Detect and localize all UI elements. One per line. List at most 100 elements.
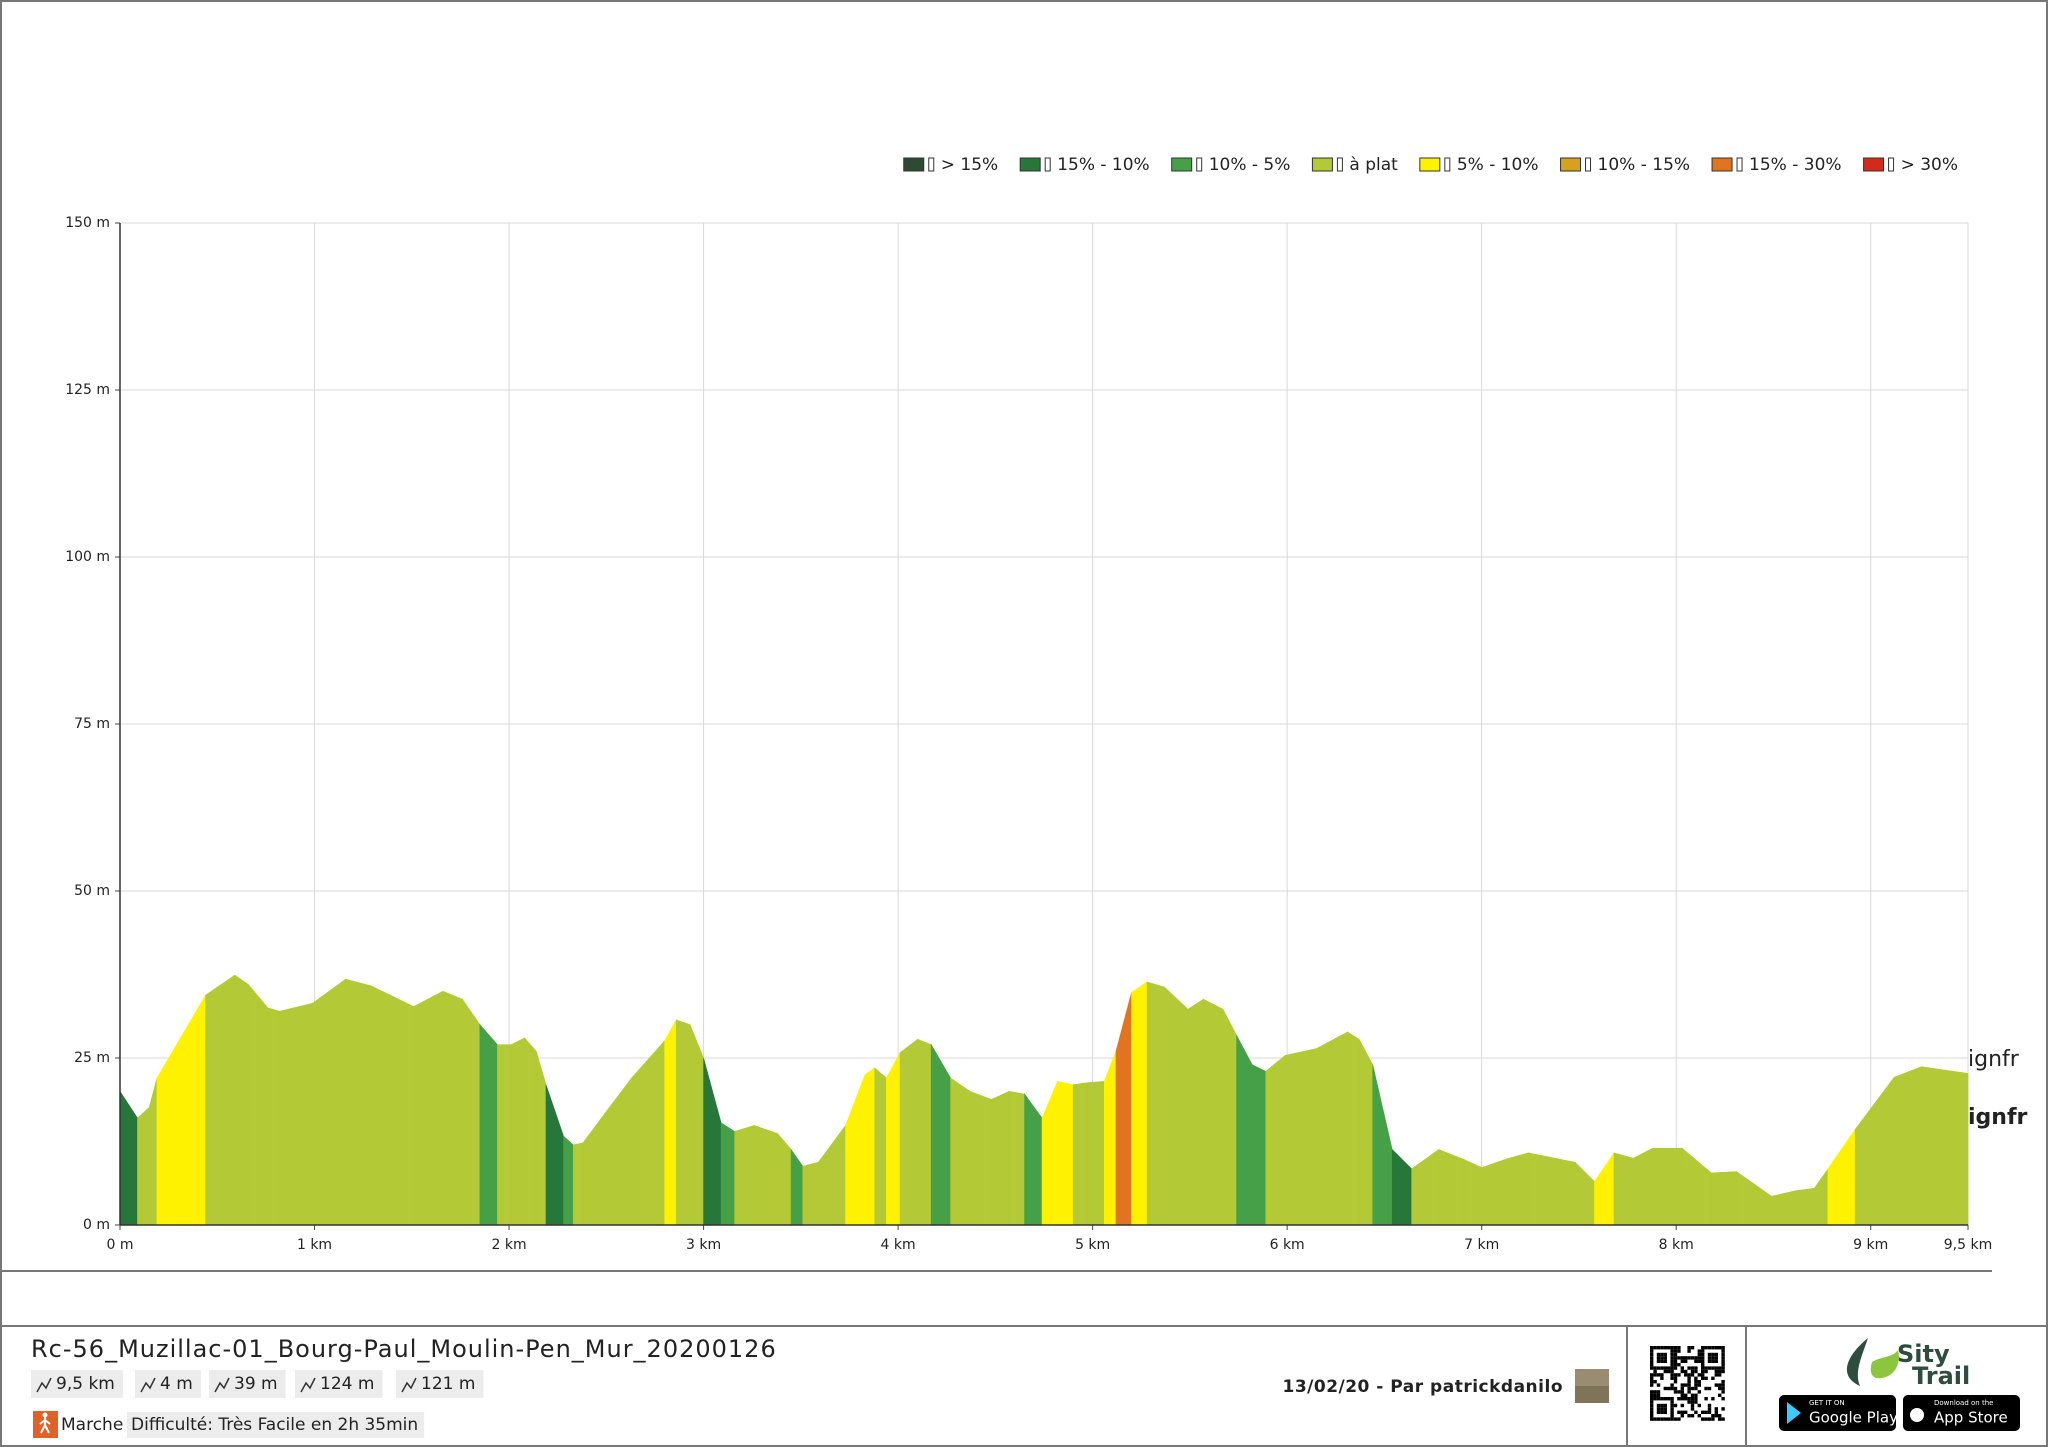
legend-glyph: [1044, 157, 1051, 172]
profile-segment: [442, 990, 463, 1226]
profile-segment: [1057, 1081, 1074, 1226]
qr-cell: [1711, 1366, 1715, 1370]
qr-cell: [1718, 1346, 1722, 1350]
qr-cell: [1721, 1346, 1725, 1350]
profile-segment: [1736, 1170, 1772, 1226]
google-play-badge[interactable]: [1779, 1395, 1896, 1431]
qr-cell: [1656, 1366, 1661, 1370]
legend-label: 10% - 5%: [1209, 155, 1291, 175]
profile-segment: [753, 1125, 778, 1226]
play-icon: [1787, 1402, 1801, 1424]
qr-cell: [1656, 1373, 1661, 1377]
y-tick-label: 150 m: [65, 215, 110, 231]
qr-cell: [1690, 1397, 1695, 1401]
legend-glyph: [1196, 157, 1203, 172]
stat-box: [209, 1370, 286, 1398]
qr-cell: [1690, 1366, 1695, 1370]
qr-cell: [1650, 1349, 1654, 1353]
qr-cell: [1697, 1390, 1701, 1394]
qr-cell: [1701, 1356, 1705, 1360]
qr-cell: [1714, 1414, 1718, 1418]
qr-cell: [1673, 1417, 1678, 1421]
profile-segment: [1613, 1152, 1634, 1226]
qr-cell: [1687, 1356, 1691, 1360]
qr-cell: [1690, 1373, 1695, 1377]
qr-cell: [1707, 1410, 1712, 1414]
qr-cell: [1670, 1349, 1674, 1353]
profile-segment: [1827, 1128, 1856, 1226]
qr-cell: [1687, 1366, 1691, 1370]
stat-icon: [36, 1377, 52, 1393]
qr-cell: [1704, 1410, 1708, 1414]
qr-cell: [1684, 1356, 1688, 1360]
profile-segment: [991, 1090, 1010, 1226]
stat-value: 4 m: [160, 1374, 193, 1394]
y-tick-label: 125 m: [65, 382, 110, 398]
legend-label: > 30%: [1901, 155, 1958, 175]
qr-cell: [1670, 1369, 1674, 1374]
qr-cell: [1677, 1363, 1681, 1367]
qr-cell: [1711, 1346, 1715, 1350]
walker: [42, 1412, 48, 1418]
qr-cell: [1650, 1410, 1654, 1414]
qr-cell: [1704, 1376, 1708, 1380]
qr-cell: [1718, 1393, 1722, 1397]
qr-cell: [1721, 1417, 1725, 1421]
qr-cell: [1704, 1346, 1708, 1350]
qr-cell: [1721, 1356, 1725, 1360]
legend: > 15% 15% - 10% 10% - 5% à plat 5% - 10% 10% …: [903, 155, 1958, 175]
profile-segment: [1771, 1190, 1796, 1226]
qr-cell: [1711, 1356, 1715, 1360]
profile-segment: [510, 1037, 525, 1226]
legend-glyph: [1888, 157, 1895, 172]
qr-cell: [1694, 1383, 1698, 1387]
apple-icon: [1910, 1408, 1924, 1422]
qr-cell: [1677, 1356, 1681, 1360]
legend-glyph: [1585, 157, 1592, 172]
app-store-badge[interactable]: [1903, 1395, 2020, 1431]
profile-segment: [1072, 1082, 1088, 1226]
qr-cell: [1673, 1359, 1678, 1363]
y-tick-label: 25 m: [74, 1050, 110, 1066]
qr-cell: [1660, 1356, 1664, 1360]
qr-cell: [1704, 1366, 1708, 1370]
profile-segment: [479, 1023, 498, 1226]
qr-cell: [1694, 1359, 1698, 1363]
qr-cell: [1711, 1397, 1715, 1401]
qr-cell: [1663, 1352, 1667, 1357]
profile-segment: [1086, 1081, 1105, 1226]
qr-cell: [1660, 1366, 1664, 1370]
qr-cell: [1721, 1386, 1725, 1391]
profile-segment: [1391, 1148, 1412, 1226]
profile-segment: [1633, 1147, 1654, 1226]
stat-value: 9,5 km: [56, 1374, 115, 1394]
profile-segment: [1008, 1091, 1025, 1226]
qr-cell: [1707, 1356, 1712, 1360]
qr-cell: [1650, 1373, 1654, 1377]
qr-cell: [1701, 1352, 1705, 1357]
qr-cell: [1663, 1403, 1667, 1408]
qr-cell: [1704, 1369, 1708, 1374]
profile-segment: [545, 1084, 564, 1226]
qr-cell: [1684, 1410, 1688, 1414]
logo-drop: [1846, 1338, 1868, 1386]
qr-cell: [1670, 1417, 1674, 1421]
qr-cell: [1656, 1356, 1661, 1360]
qr-cell: [1653, 1373, 1657, 1377]
legend-swatch: [1711, 157, 1733, 172]
x-tick-label: 8 km: [1659, 1237, 1694, 1253]
qr-cell: [1694, 1386, 1698, 1391]
qr-cell: [1701, 1359, 1705, 1363]
qr-cell: [1656, 1407, 1661, 1411]
qr-cell: [1718, 1369, 1722, 1374]
profile-segment: [582, 1113, 605, 1226]
qr-cell: [1660, 1417, 1664, 1421]
qr-cell: [1663, 1356, 1667, 1360]
profile-segment: [279, 1002, 313, 1226]
profile-segment: [845, 1074, 866, 1226]
qr-cell: [1690, 1356, 1695, 1360]
qr-cell: [1663, 1386, 1667, 1391]
qr-cell: [1718, 1373, 1722, 1377]
qr-cell: [1670, 1356, 1674, 1360]
